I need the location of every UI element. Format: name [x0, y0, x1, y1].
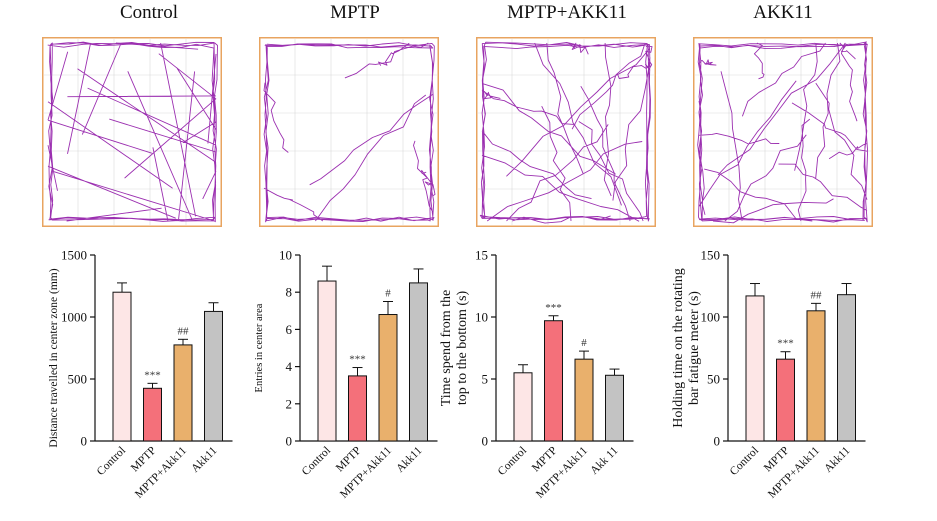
- y-axis-title-line: top to the bottom (s): [455, 291, 470, 406]
- y-tick-label: 50: [707, 372, 720, 387]
- category-label: Control: [728, 445, 761, 478]
- bar: [378, 314, 398, 442]
- y-tick-label: 0: [482, 434, 489, 449]
- category-label: Akk11: [189, 444, 219, 474]
- significance-label: ***: [349, 354, 366, 366]
- bar: [806, 310, 826, 442]
- track-plot-mptp-akk11: [476, 37, 656, 227]
- movement-track: [697, 41, 869, 224]
- y-axis-title-line: bar fatigue meter (s): [687, 291, 702, 405]
- bar: [173, 344, 193, 442]
- y-axis-title-line: Distance travelled in center zone (mm): [48, 268, 60, 447]
- y-axis-title-line: Entries in center area: [254, 303, 265, 392]
- category-label: Control: [95, 445, 128, 478]
- y-axis-title: Holding time on the rotatingbar fatigue …: [671, 268, 702, 427]
- category-label: Akk11: [394, 444, 424, 474]
- y-tick-label: 1000: [61, 310, 87, 325]
- bar: [143, 387, 162, 442]
- y-axis-title-line: Time spend from the: [440, 290, 454, 407]
- track-plot-mptp: [259, 37, 439, 227]
- y-tick-label: 4: [286, 359, 293, 374]
- bar: [204, 310, 223, 442]
- bar-chart-entries: 0 2 4 6 8 10 Entries in center area Control *** M…: [250, 240, 485, 521]
- y-tick-label: 0: [286, 434, 293, 449]
- y-axis-title-line: Holding time on the rotating: [671, 268, 686, 427]
- significance-label: #: [385, 288, 391, 300]
- y-tick-label: 100: [701, 310, 721, 325]
- movement-track: [47, 41, 218, 223]
- y-tick-label: 5: [482, 372, 489, 387]
- bar: [776, 358, 795, 442]
- bar: [317, 280, 337, 442]
- track-svg: [693, 37, 873, 227]
- y-tick-label: 2: [286, 396, 293, 411]
- y-axis-title: Time spend from thetop to the bottom (s): [440, 290, 470, 407]
- panel-title-akk11: AKK11: [753, 2, 813, 23]
- track-svg: [42, 37, 222, 227]
- bar: [112, 291, 132, 442]
- bar: [409, 282, 428, 442]
- bar: [513, 372, 533, 442]
- bar: [837, 294, 856, 442]
- y-tick-label: 500: [68, 372, 88, 387]
- panel-title-mptp-akk11: MPTP+AKK11: [507, 2, 627, 23]
- bar: [745, 295, 765, 442]
- y-tick-label: 6: [286, 322, 293, 337]
- category-label: Akk11: [822, 444, 852, 474]
- y-tick-label: 150: [701, 248, 721, 263]
- y-axis-title: Distance travelled in center zone (mm): [48, 268, 60, 447]
- y-tick-label: 10: [279, 248, 292, 263]
- bar-chart-holding-time: 0 50 100 150 Holding time on the rotatingbar…: [658, 240, 893, 521]
- bar: [574, 358, 594, 442]
- movement-track: [263, 42, 436, 223]
- chart-svg: 0 5 10 15 Time spend from thetop to the bott…: [440, 248, 634, 501]
- y-axis-title: Entries in center area: [254, 303, 265, 392]
- category-label: Control: [496, 445, 529, 478]
- bar-chart-distance: 0 500 1000 1500 Distance travelled in center…: [30, 240, 265, 521]
- track-plot-control: [42, 37, 222, 227]
- arena-border: [259, 37, 439, 227]
- arena-border: [42, 37, 222, 227]
- panel-title-mptp: MPTP: [330, 2, 380, 23]
- significance-label: #: [581, 337, 587, 349]
- chart-svg: 0 50 100 150 Holding time on the rotatingbar…: [671, 248, 866, 501]
- movement-track: [479, 41, 653, 224]
- significance-label: ***: [144, 369, 161, 381]
- y-tick-label: 0: [714, 434, 721, 449]
- y-tick-label: 1500: [61, 248, 87, 263]
- category-label: Control: [300, 445, 333, 478]
- significance-label: ***: [777, 338, 794, 350]
- significance-label: ##: [178, 325, 190, 337]
- track-plot-akk11: [693, 37, 873, 227]
- significance-label: ##: [811, 289, 823, 301]
- y-tick-label: 8: [286, 285, 293, 300]
- y-tick-label: 10: [475, 310, 488, 325]
- bar: [605, 374, 624, 442]
- bar: [544, 320, 563, 442]
- category-label: Akk 11: [588, 444, 621, 477]
- significance-label: ***: [545, 302, 562, 314]
- bar-chart-time-spend: 0 5 10 15 Time spend from thetop to the bott…: [440, 240, 675, 521]
- y-tick-label: 0: [81, 434, 88, 449]
- track-svg: [476, 37, 656, 227]
- arena-border: [693, 37, 873, 227]
- panel-title-control: Control: [119, 2, 179, 23]
- bar: [348, 375, 367, 442]
- track-svg: [259, 37, 439, 227]
- y-tick-label: 15: [475, 248, 488, 263]
